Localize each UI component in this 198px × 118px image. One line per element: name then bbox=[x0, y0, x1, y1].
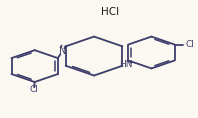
Text: HCl: HCl bbox=[101, 7, 119, 17]
Text: HN: HN bbox=[120, 60, 133, 69]
Text: Cl: Cl bbox=[186, 40, 194, 49]
Text: Cl: Cl bbox=[29, 85, 38, 94]
Text: N: N bbox=[59, 46, 67, 56]
